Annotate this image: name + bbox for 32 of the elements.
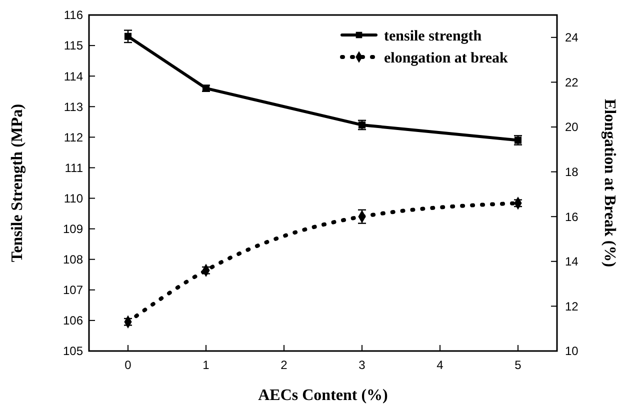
y2-tick-label: 18 [565, 165, 579, 179]
y2-tick-label: 20 [565, 120, 579, 134]
x-tick-label: 1 [202, 358, 210, 372]
y-tick-label: 113 [64, 100, 84, 114]
point [124, 32, 132, 40]
y-tick-label: 107 [62, 283, 84, 298]
x-tick-label: 0 [124, 358, 132, 372]
y-axis-title: Tensile Strength (MPa) [9, 104, 26, 262]
y2-tick-label: 16 [565, 210, 579, 224]
y-tick-label: 114 [64, 69, 84, 84]
y-tick-label: 108 [62, 252, 84, 267]
y2-tick-label: 10 [565, 344, 579, 358]
y-tick-label: 112 [64, 130, 84, 144]
legend-label: tensile strength [384, 28, 482, 44]
y2-tick-label: 12 [565, 299, 579, 314]
y-tick-label: 111 [64, 160, 84, 175]
y2-tick-label: 22 [565, 75, 579, 90]
x-tick-label: 5 [514, 358, 522, 372]
x-axis-title: AECs Content (%) [258, 387, 388, 404]
y2-tick-label: 24 [565, 30, 579, 45]
y-tick-label: 110 [64, 191, 84, 206]
y-tick-label: 115 [64, 38, 84, 53]
x-tick-label: 2 [280, 358, 288, 372]
y-tick-label: 109 [62, 222, 84, 236]
x-tick-label: 3 [358, 358, 366, 372]
x-tick-label: 4 [436, 358, 444, 372]
legend-label: elongation at break [384, 50, 509, 66]
y2-axis-title: Elongation at Break (%) [601, 98, 618, 268]
y-tick-label: 106 [62, 314, 84, 328]
y-tick-label: 105 [62, 344, 84, 358]
y2-tick-label: 14 [565, 254, 579, 269]
y-tick-label: 116 [64, 8, 84, 22]
